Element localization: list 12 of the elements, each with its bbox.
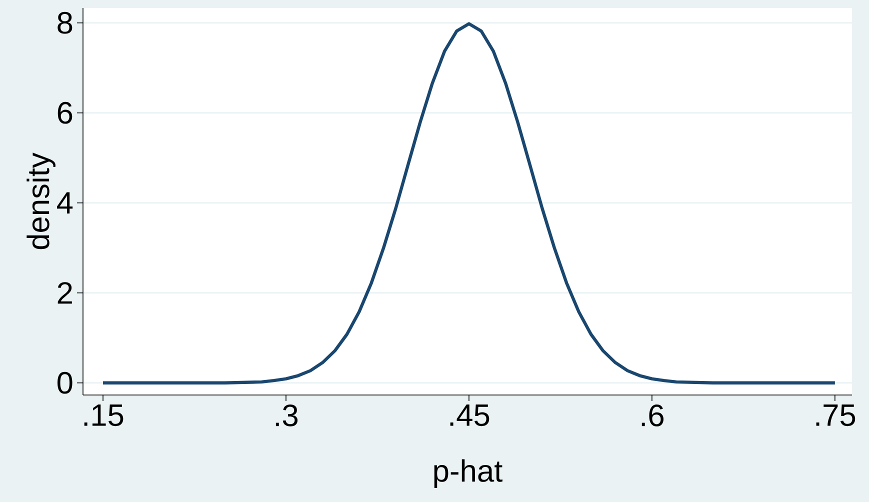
x-axis-title: p-hat (434, 459, 502, 488)
y-tick-label: 4 (57, 192, 73, 214)
x-tick-label: .45 (450, 404, 490, 426)
y-tick-label: 6 (58, 102, 72, 124)
y-tick-label: 8 (58, 12, 72, 34)
y-axis-title: density (26, 152, 56, 250)
x-tick-label: .15 (84, 404, 124, 426)
y-tick-label: 0 (58, 372, 72, 394)
y-tick-label: 2 (58, 282, 72, 304)
x-tick-label: .75 (816, 404, 856, 426)
x-tick-label: .3 (276, 404, 298, 426)
x-tick-label: .6 (642, 404, 664, 426)
